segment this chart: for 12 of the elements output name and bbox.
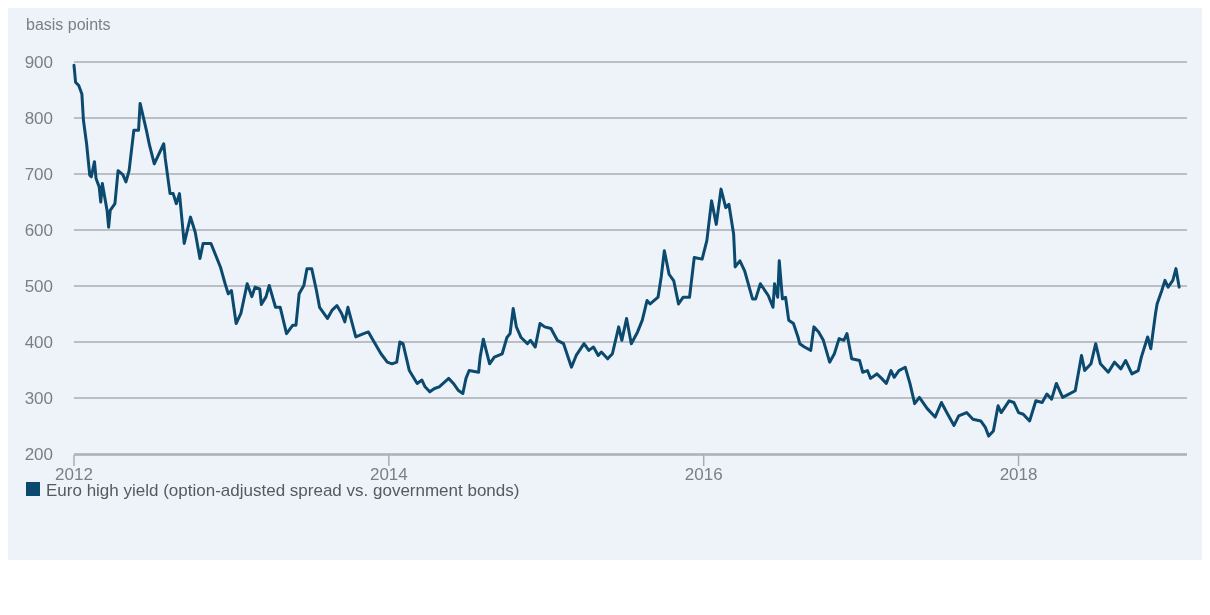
y-tick-label: 500 (24, 276, 53, 296)
y-tick-label: 900 (24, 52, 53, 72)
y-tick-label: 800 (24, 108, 53, 128)
x-tick-label: 2018 (999, 464, 1038, 484)
y-tick-label: 700 (24, 164, 53, 184)
x-tick-label: 2016 (684, 464, 723, 484)
y-tick-label: 600 (24, 220, 53, 240)
y-tick-label: 200 (24, 444, 53, 464)
y-axis-title: basis points (26, 16, 111, 33)
line-series (72, 63, 1181, 438)
y-tick-label: 400 (24, 332, 53, 352)
y-tick-label: 300 (24, 388, 53, 408)
